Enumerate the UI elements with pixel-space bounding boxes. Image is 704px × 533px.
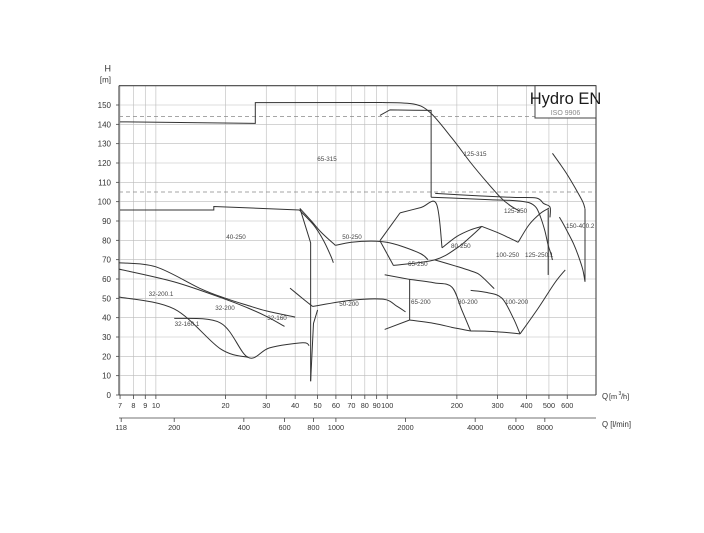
svg-text:65-250: 65-250 xyxy=(408,261,428,268)
svg-text:50-250: 50-250 xyxy=(342,234,362,241)
svg-text:100-250: 100-250 xyxy=(496,252,520,259)
svg-text:2000: 2000 xyxy=(397,423,413,432)
svg-text:100-200: 100-200 xyxy=(505,299,529,306)
svg-text:400: 400 xyxy=(520,401,532,410)
svg-text:70: 70 xyxy=(347,401,355,410)
svg-text:1000: 1000 xyxy=(328,423,344,432)
svg-text:65-315: 65-315 xyxy=(317,156,337,163)
svg-text:[m]: [m] xyxy=(100,76,111,85)
svg-text:32-200.1: 32-200.1 xyxy=(149,291,174,298)
svg-text:125-250: 125-250 xyxy=(504,208,528,215)
svg-text:30: 30 xyxy=(262,401,270,410)
svg-text:Q [l/min]: Q [l/min] xyxy=(602,420,631,429)
svg-text:80: 80 xyxy=(102,236,111,245)
svg-text:80: 80 xyxy=(361,401,369,410)
svg-text:90: 90 xyxy=(373,401,381,410)
svg-text:/h]: /h] xyxy=(621,392,629,401)
svg-text:32-160.1: 32-160.1 xyxy=(175,321,200,328)
svg-text:[m: [m xyxy=(609,392,617,401)
svg-text:110: 110 xyxy=(98,178,111,187)
svg-text:80-250: 80-250 xyxy=(451,243,471,250)
svg-text:500: 500 xyxy=(543,401,555,410)
svg-text:H: H xyxy=(105,64,112,74)
svg-text:130: 130 xyxy=(98,140,112,149)
svg-text:60: 60 xyxy=(332,401,340,410)
svg-text:400: 400 xyxy=(238,423,250,432)
svg-text:65-200: 65-200 xyxy=(411,299,431,306)
svg-text:32-160: 32-160 xyxy=(267,315,287,322)
svg-text:10: 10 xyxy=(102,372,111,381)
svg-text:Hydro EN: Hydro EN xyxy=(530,90,602,108)
svg-text:8000: 8000 xyxy=(537,423,553,432)
svg-text:100: 100 xyxy=(381,401,393,410)
svg-text:800: 800 xyxy=(307,423,319,432)
svg-text:20: 20 xyxy=(221,401,229,410)
svg-text:10: 10 xyxy=(152,401,160,410)
svg-text:4000: 4000 xyxy=(467,423,483,432)
svg-text:70: 70 xyxy=(102,256,111,265)
svg-text:100: 100 xyxy=(98,198,112,207)
svg-text:50: 50 xyxy=(102,294,111,303)
svg-text:ISO 9906: ISO 9906 xyxy=(551,110,581,117)
svg-text:150-400.2: 150-400.2 xyxy=(566,223,595,230)
svg-text:120: 120 xyxy=(98,159,112,168)
svg-text:600: 600 xyxy=(561,401,573,410)
svg-text:20: 20 xyxy=(102,352,111,361)
svg-text:32-200: 32-200 xyxy=(215,305,235,312)
svg-text:150: 150 xyxy=(98,101,112,110)
svg-text:200: 200 xyxy=(168,423,180,432)
svg-text:60: 60 xyxy=(102,275,111,284)
svg-text:0: 0 xyxy=(107,391,112,400)
svg-text:8: 8 xyxy=(131,401,135,410)
svg-text:118: 118 xyxy=(115,423,127,432)
svg-text:9: 9 xyxy=(143,401,147,410)
svg-text:600: 600 xyxy=(278,423,290,432)
svg-text:90: 90 xyxy=(102,217,111,226)
svg-text:30: 30 xyxy=(102,333,111,342)
svg-text:50-200: 50-200 xyxy=(339,301,359,308)
svg-text:300: 300 xyxy=(492,401,504,410)
svg-text:80-200: 80-200 xyxy=(458,299,478,306)
svg-text:6000: 6000 xyxy=(508,423,524,432)
svg-text:200: 200 xyxy=(451,401,463,410)
svg-text:125-250.1: 125-250.1 xyxy=(525,252,554,259)
svg-text:40: 40 xyxy=(291,401,299,410)
svg-text:Q: Q xyxy=(602,392,608,401)
svg-text:140: 140 xyxy=(98,120,112,129)
svg-text:50: 50 xyxy=(314,401,322,410)
svg-text:40-250: 40-250 xyxy=(226,234,246,241)
svg-text:7: 7 xyxy=(118,401,122,410)
svg-text:125-315: 125-315 xyxy=(463,151,487,158)
svg-text:40: 40 xyxy=(102,314,111,323)
